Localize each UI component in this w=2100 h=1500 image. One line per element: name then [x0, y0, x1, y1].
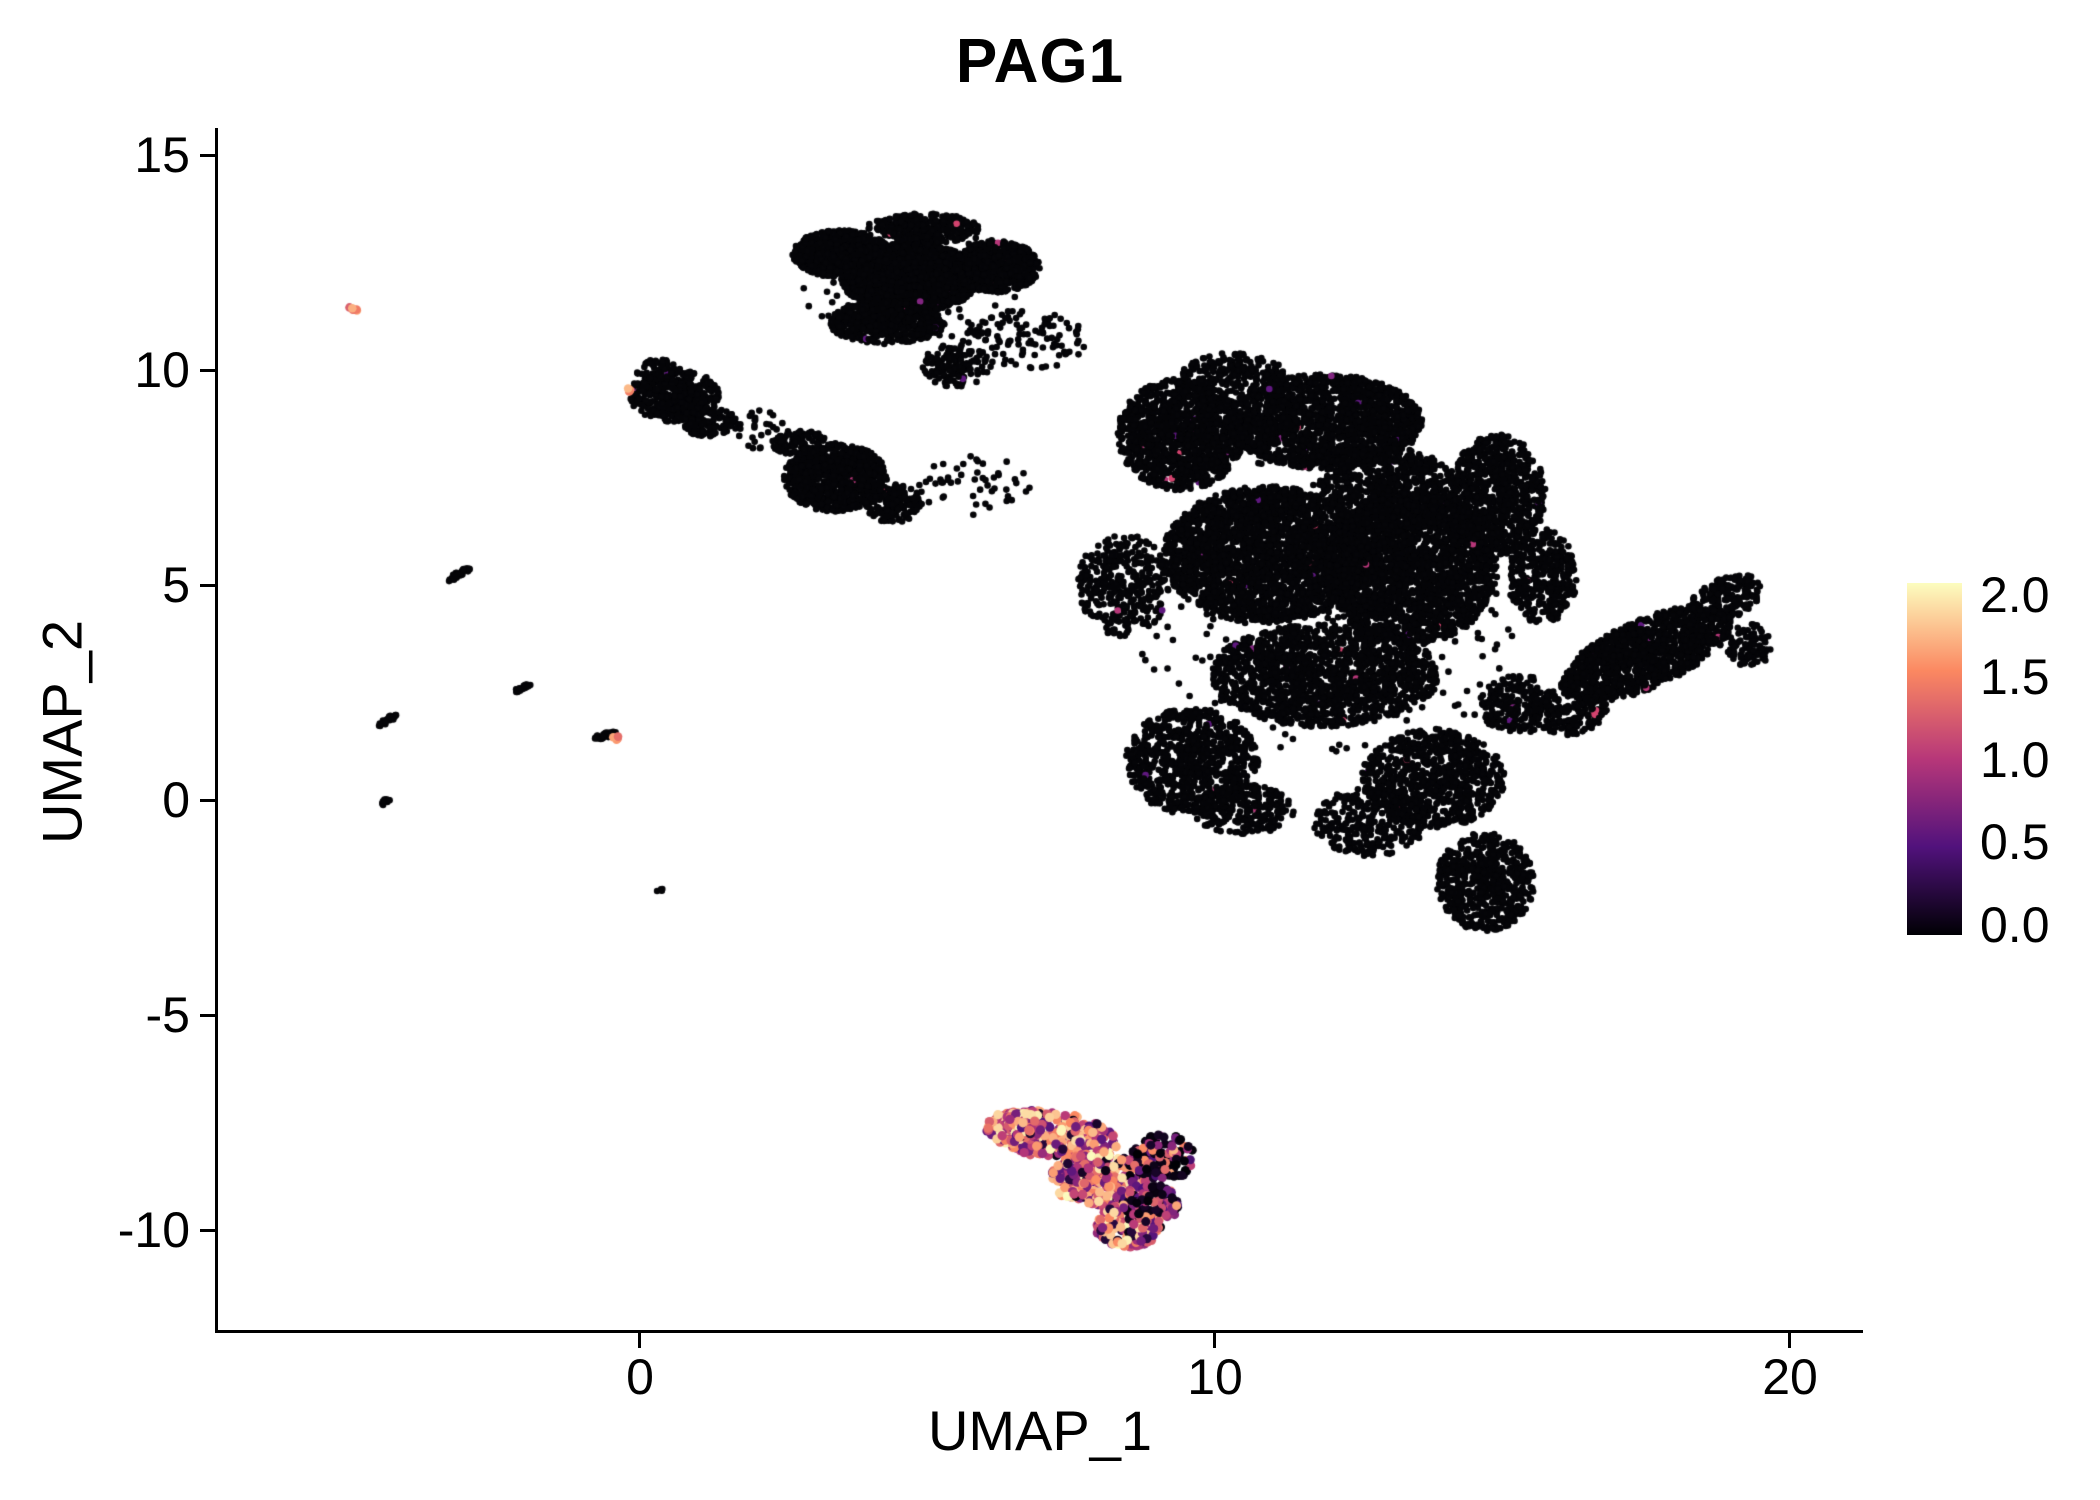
- x-axis-line: [215, 1330, 1863, 1333]
- y-tick-label: 10: [134, 342, 190, 398]
- colorbar-gradient: [1907, 583, 1962, 935]
- y-tick-mark: [200, 799, 215, 802]
- y-axis-line: [215, 128, 218, 1333]
- y-tick-mark: [200, 369, 215, 372]
- y-tick-mark: [200, 1014, 215, 1017]
- x-tick-label: 20: [1762, 1349, 1818, 1405]
- y-tick-label: 0: [162, 772, 190, 828]
- x-tick-mark: [1213, 1333, 1216, 1348]
- colorbar-tick-label: 1.0: [1980, 732, 2050, 788]
- y-tick-mark: [200, 154, 215, 157]
- x-tick-mark: [638, 1333, 641, 1348]
- colorbar-tick-label: 1.5: [1980, 649, 2050, 705]
- y-tick-mark: [200, 1229, 215, 1232]
- colorbar-tick-label: 0.5: [1980, 814, 2050, 870]
- plot-title: PAG1: [955, 27, 1125, 96]
- x-tick-label: 10: [1187, 1349, 1243, 1405]
- y-tick-label: -5: [145, 987, 190, 1043]
- x-tick-label: 0: [626, 1349, 654, 1405]
- y-tick-label: 5: [162, 557, 190, 613]
- x-tick-mark: [1788, 1333, 1791, 1348]
- y-tick-label: -10: [117, 1202, 190, 1258]
- y-tick-label: 15: [134, 127, 190, 183]
- y-tick-mark: [200, 584, 215, 587]
- colorbar-tick-label: 2.0: [1980, 567, 2050, 623]
- colorbar-tick-label: 0.0: [1980, 897, 2050, 953]
- x-axis-label: UMAP_1: [927, 1399, 1153, 1462]
- scatter-canvas: [220, 128, 1860, 1331]
